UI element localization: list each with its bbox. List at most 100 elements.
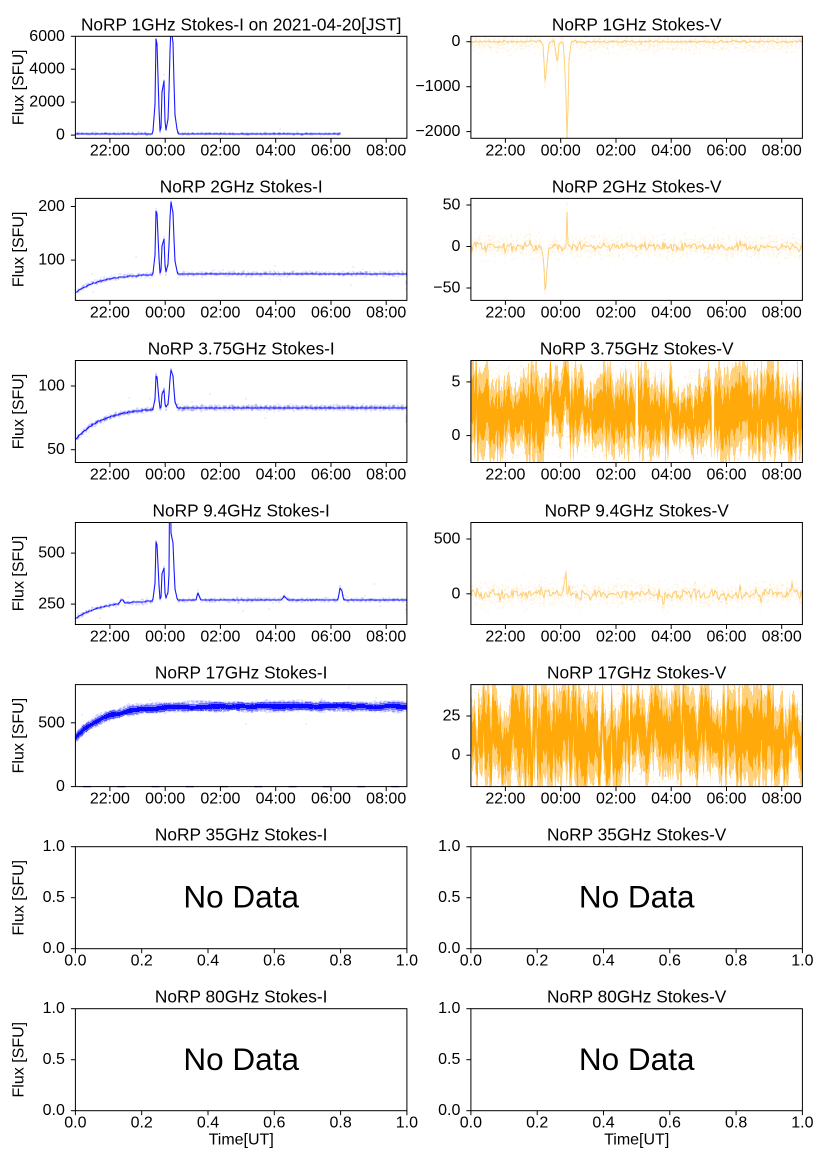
svg-text:04:00: 04:00 xyxy=(256,791,296,808)
svg-text:08:00: 08:00 xyxy=(762,467,802,484)
svg-text:02:00: 02:00 xyxy=(200,142,240,159)
svg-text:NoRP 35GHz Stokes-V: NoRP 35GHz Stokes-V xyxy=(547,825,727,845)
svg-text:08:00: 08:00 xyxy=(366,467,406,484)
svg-text:04:00: 04:00 xyxy=(256,467,296,484)
svg-text:0.0: 0.0 xyxy=(64,953,86,970)
svg-text:0.6: 0.6 xyxy=(263,1115,285,1132)
svg-text:NoRP 80GHz Stokes-V: NoRP 80GHz Stokes-V xyxy=(547,987,727,1007)
svg-text:22:00: 22:00 xyxy=(90,629,130,646)
svg-text:Flux [SFU]: Flux [SFU] xyxy=(10,212,27,288)
svg-text:1.0: 1.0 xyxy=(43,838,65,855)
svg-text:06:00: 06:00 xyxy=(706,791,746,808)
svg-text:22:00: 22:00 xyxy=(485,142,525,159)
svg-text:50: 50 xyxy=(47,441,65,458)
svg-text:00:00: 00:00 xyxy=(541,304,581,321)
svg-text:Flux [SFU]: Flux [SFU] xyxy=(10,1022,27,1098)
svg-text:02:00: 02:00 xyxy=(200,629,240,646)
svg-text:500: 500 xyxy=(434,531,461,548)
svg-text:100: 100 xyxy=(38,252,65,269)
svg-text:06:00: 06:00 xyxy=(706,629,746,646)
svg-text:08:00: 08:00 xyxy=(366,629,406,646)
svg-text:04:00: 04:00 xyxy=(256,142,296,159)
svg-text:0.0: 0.0 xyxy=(460,1115,482,1132)
svg-text:Time[UT]: Time[UT] xyxy=(209,1132,274,1149)
svg-text:0.0: 0.0 xyxy=(460,953,482,970)
svg-text:0.0: 0.0 xyxy=(438,940,460,957)
svg-text:02:00: 02:00 xyxy=(200,467,240,484)
svg-text:06:00: 06:00 xyxy=(706,304,746,321)
svg-text:00:00: 00:00 xyxy=(541,629,581,646)
svg-text:1.0: 1.0 xyxy=(396,1115,418,1132)
svg-text:06:00: 06:00 xyxy=(706,142,746,159)
svg-text:NoRP 3.75GHz Stokes-V: NoRP 3.75GHz Stokes-V xyxy=(540,339,734,359)
svg-text:0.0: 0.0 xyxy=(43,940,65,957)
svg-text:NoRP 17GHz Stokes-V: NoRP 17GHz Stokes-V xyxy=(547,663,727,683)
svg-text:06:00: 06:00 xyxy=(311,304,351,321)
svg-text:0.8: 0.8 xyxy=(329,1115,351,1132)
svg-text:6000: 6000 xyxy=(29,28,65,45)
svg-text:04:00: 04:00 xyxy=(256,629,296,646)
svg-text:0.6: 0.6 xyxy=(659,1115,681,1132)
svg-text:02:00: 02:00 xyxy=(596,791,636,808)
svg-text:06:00: 06:00 xyxy=(311,142,351,159)
svg-text:0.8: 0.8 xyxy=(725,1115,747,1132)
svg-text:22:00: 22:00 xyxy=(485,467,525,484)
svg-text:Flux [SFU]: Flux [SFU] xyxy=(10,50,27,126)
svg-text:22:00: 22:00 xyxy=(90,791,130,808)
svg-text:08:00: 08:00 xyxy=(762,629,802,646)
svg-text:00:00: 00:00 xyxy=(145,791,185,808)
svg-text:NoRP 9.4GHz Stokes-V: NoRP 9.4GHz Stokes-V xyxy=(545,501,730,521)
svg-text:50: 50 xyxy=(443,197,461,214)
svg-text:00:00: 00:00 xyxy=(145,467,185,484)
svg-text:06:00: 06:00 xyxy=(706,467,746,484)
svg-text:0.0: 0.0 xyxy=(64,1115,86,1132)
svg-text:0: 0 xyxy=(451,427,460,444)
svg-text:00:00: 00:00 xyxy=(541,142,581,159)
svg-text:22:00: 22:00 xyxy=(485,791,525,808)
svg-text:No Data: No Data xyxy=(183,1041,299,1077)
svg-text:0: 0 xyxy=(56,127,65,144)
svg-text:1.0: 1.0 xyxy=(396,953,418,970)
svg-text:0.6: 0.6 xyxy=(659,953,681,970)
svg-text:No Data: No Data xyxy=(579,879,695,915)
svg-text:22:00: 22:00 xyxy=(90,304,130,321)
svg-text:0.5: 0.5 xyxy=(438,1051,460,1068)
svg-text:250: 250 xyxy=(38,596,65,613)
svg-text:100: 100 xyxy=(38,378,65,395)
svg-text:08:00: 08:00 xyxy=(366,304,406,321)
svg-text:0.0: 0.0 xyxy=(43,1102,65,1119)
svg-text:1.0: 1.0 xyxy=(791,1115,813,1132)
svg-text:08:00: 08:00 xyxy=(762,142,802,159)
svg-text:00:00: 00:00 xyxy=(541,467,581,484)
svg-text:NoRP 9.4GHz Stokes-I: NoRP 9.4GHz Stokes-I xyxy=(153,501,330,521)
svg-text:−1000: −1000 xyxy=(415,78,460,95)
svg-text:Flux [SFU]: Flux [SFU] xyxy=(10,536,27,612)
svg-text:Flux [SFU]: Flux [SFU] xyxy=(10,698,27,774)
svg-text:No Data: No Data xyxy=(579,1041,695,1077)
svg-text:1.0: 1.0 xyxy=(438,838,460,855)
svg-text:0.6: 0.6 xyxy=(263,953,285,970)
svg-text:04:00: 04:00 xyxy=(651,467,691,484)
svg-text:22:00: 22:00 xyxy=(90,467,130,484)
svg-text:06:00: 06:00 xyxy=(311,791,351,808)
svg-text:04:00: 04:00 xyxy=(651,791,691,808)
svg-text:0: 0 xyxy=(451,238,460,255)
svg-text:06:00: 06:00 xyxy=(311,629,351,646)
svg-text:NoRP 17GHz Stokes-I: NoRP 17GHz Stokes-I xyxy=(155,663,328,683)
svg-text:25: 25 xyxy=(443,708,461,725)
svg-text:1.0: 1.0 xyxy=(43,1000,65,1017)
svg-text:0: 0 xyxy=(451,747,460,764)
svg-text:4000: 4000 xyxy=(29,61,65,78)
svg-text:0.8: 0.8 xyxy=(725,953,747,970)
svg-text:0.2: 0.2 xyxy=(526,953,548,970)
svg-text:0.4: 0.4 xyxy=(592,1115,614,1132)
svg-text:0.5: 0.5 xyxy=(43,1051,65,1068)
svg-text:0.2: 0.2 xyxy=(131,953,153,970)
svg-text:02:00: 02:00 xyxy=(200,791,240,808)
svg-text:NoRP 35GHz Stokes-I: NoRP 35GHz Stokes-I xyxy=(155,825,328,845)
svg-text:00:00: 00:00 xyxy=(541,791,581,808)
svg-text:500: 500 xyxy=(38,714,65,731)
svg-text:NoRP 1GHz Stokes-I on 2021-04-: NoRP 1GHz Stokes-I on 2021-04-20[JST] xyxy=(81,14,402,34)
svg-text:NoRP 80GHz Stokes-I: NoRP 80GHz Stokes-I xyxy=(155,987,328,1007)
svg-text:2000: 2000 xyxy=(29,94,65,111)
